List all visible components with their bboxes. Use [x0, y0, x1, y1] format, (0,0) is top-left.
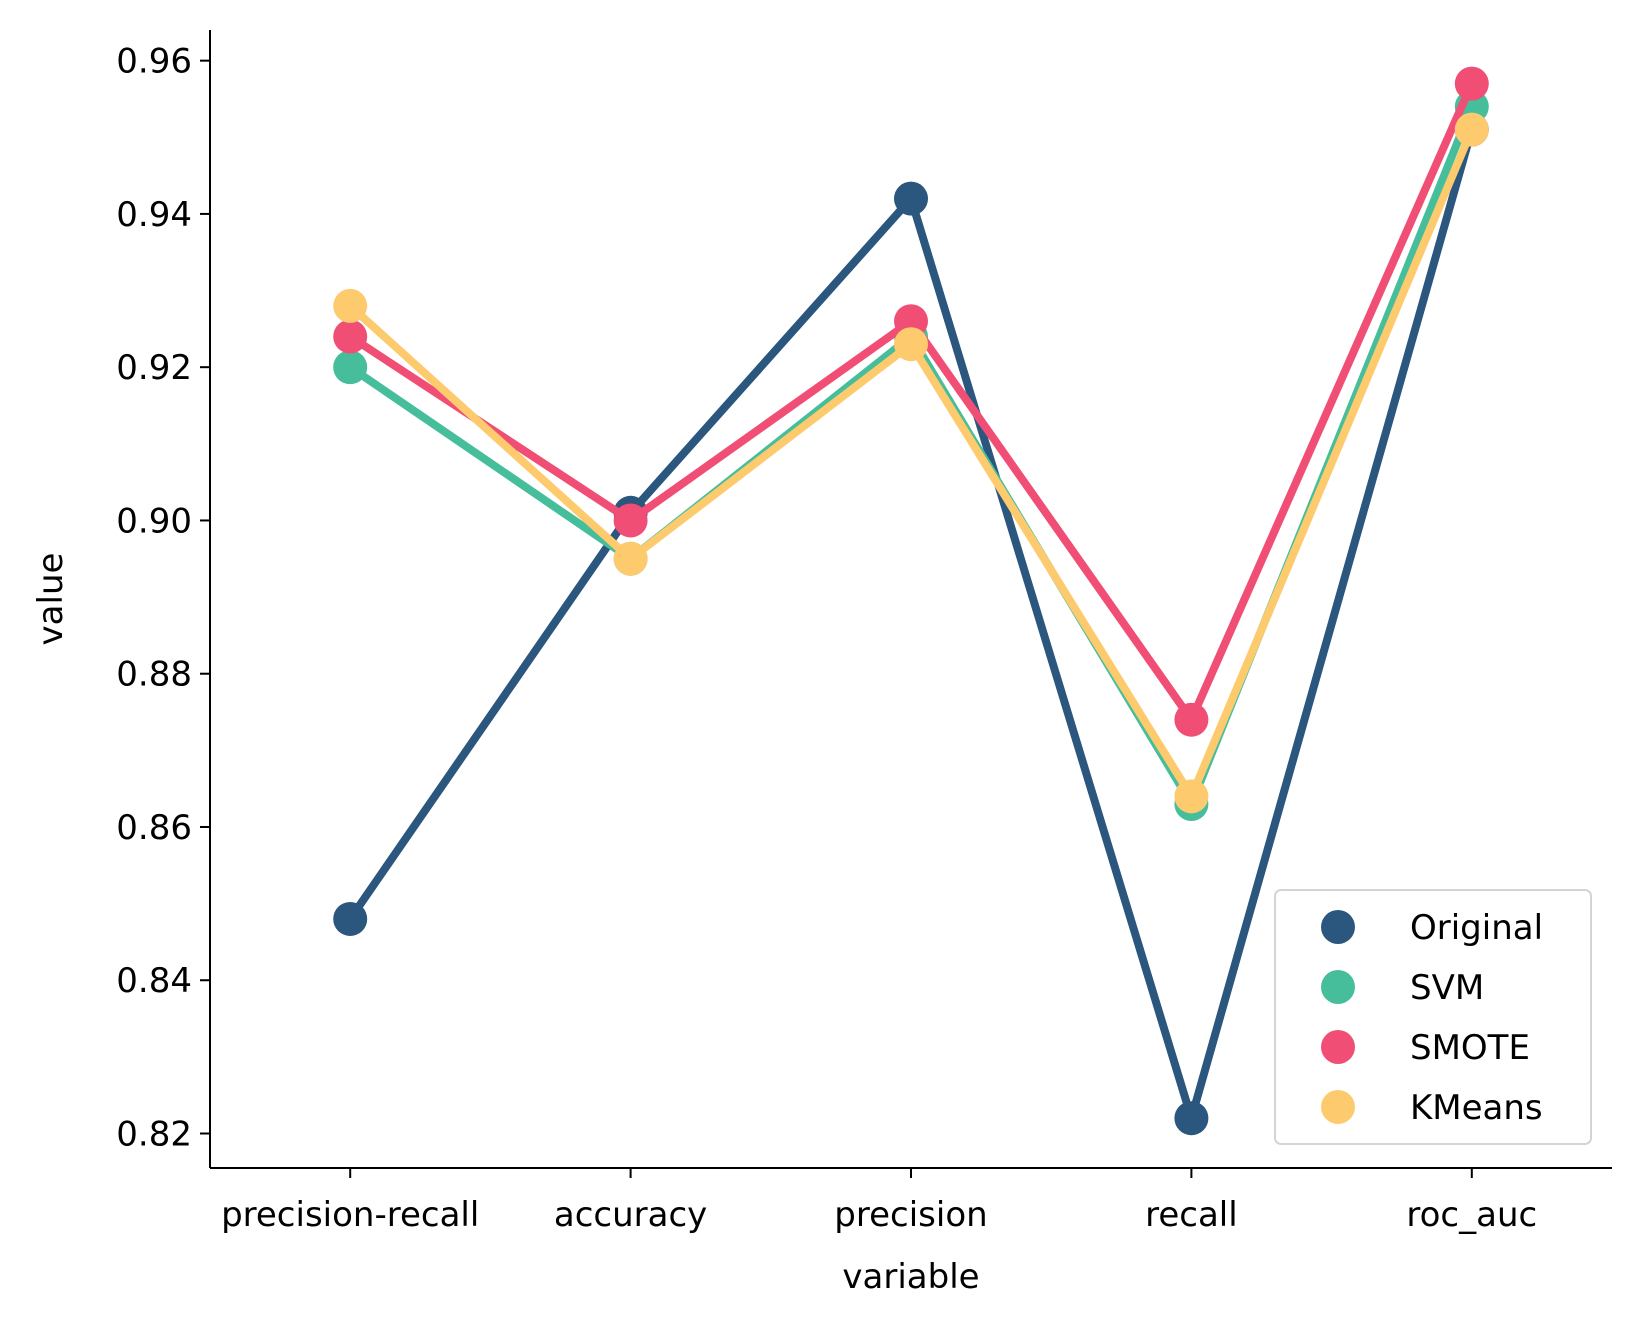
data-point: [333, 350, 368, 385]
data-point: [1174, 779, 1209, 814]
data-point: [1174, 702, 1209, 737]
legend-label: KMeans: [1410, 1088, 1543, 1128]
y-tick-label: 0.90: [116, 501, 192, 541]
y-tick-label: 0.92: [116, 348, 192, 388]
y-tick-label: 0.94: [116, 195, 192, 235]
series-line: [346, 79, 1476, 724]
data-point: [1174, 1101, 1209, 1136]
y-tick-label: 0.86: [116, 808, 192, 848]
legend-marker: [1321, 1090, 1355, 1124]
x-tick-label: recall: [1145, 1195, 1238, 1235]
data-point: [613, 541, 648, 576]
data-point: [894, 181, 928, 216]
legend-frame: [1274, 889, 1592, 1145]
y-tick-label: 0.82: [116, 1115, 192, 1155]
x-axis-label: variable: [842, 1257, 979, 1297]
data-point: [613, 503, 648, 538]
data-point: [333, 288, 368, 323]
series-group: [333, 66, 1489, 1136]
x-tick-label: precision-recall: [221, 1195, 479, 1235]
series-smote: [333, 66, 1489, 737]
data-point: [1454, 66, 1489, 101]
legend-label: Original: [1410, 908, 1543, 948]
data-point: [1454, 112, 1489, 147]
legend-label: SMOTE: [1410, 1028, 1530, 1068]
legend: Original SVM SMOTE KMeans: [1274, 889, 1592, 1145]
data-point: [894, 327, 928, 362]
x-tick-label: accuracy: [554, 1195, 707, 1235]
y-tick-label: 0.84: [116, 961, 192, 1001]
x-tick-label: precision: [834, 1195, 987, 1235]
y-axis-label: value: [31, 553, 71, 646]
series-kmeans: [333, 112, 1489, 814]
y-tick-label: 0.96: [116, 42, 192, 82]
x-tick-label: roc_auc: [1406, 1195, 1537, 1235]
data-point: [333, 901, 368, 936]
axes: 0.82 0.84 0.86 0.88 0.90 0.92 0.94 0.96 precisio…: [31, 30, 1612, 1297]
legend-label: SVM: [1410, 968, 1484, 1008]
legend-marker: [1321, 970, 1355, 1004]
legend-marker: [1321, 910, 1355, 944]
data-point: [333, 319, 368, 354]
y-tick-label: 0.88: [116, 655, 192, 695]
legend-marker: [1321, 1030, 1355, 1064]
